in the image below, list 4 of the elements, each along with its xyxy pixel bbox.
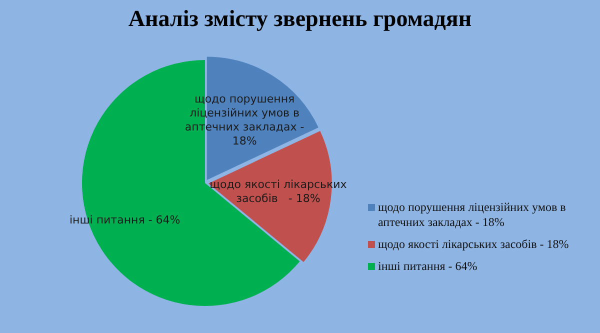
- legend-label: щодо якості лікарських засобів - 18%: [378, 237, 569, 252]
- chart-title: Аналіз змісту звернень громадян: [127, 6, 473, 32]
- legend-label: щодо порушення ліцензійних умов в аптечних закладах - 18%: [378, 200, 567, 230]
- legend-label: інші питання - 64%: [378, 259, 478, 274]
